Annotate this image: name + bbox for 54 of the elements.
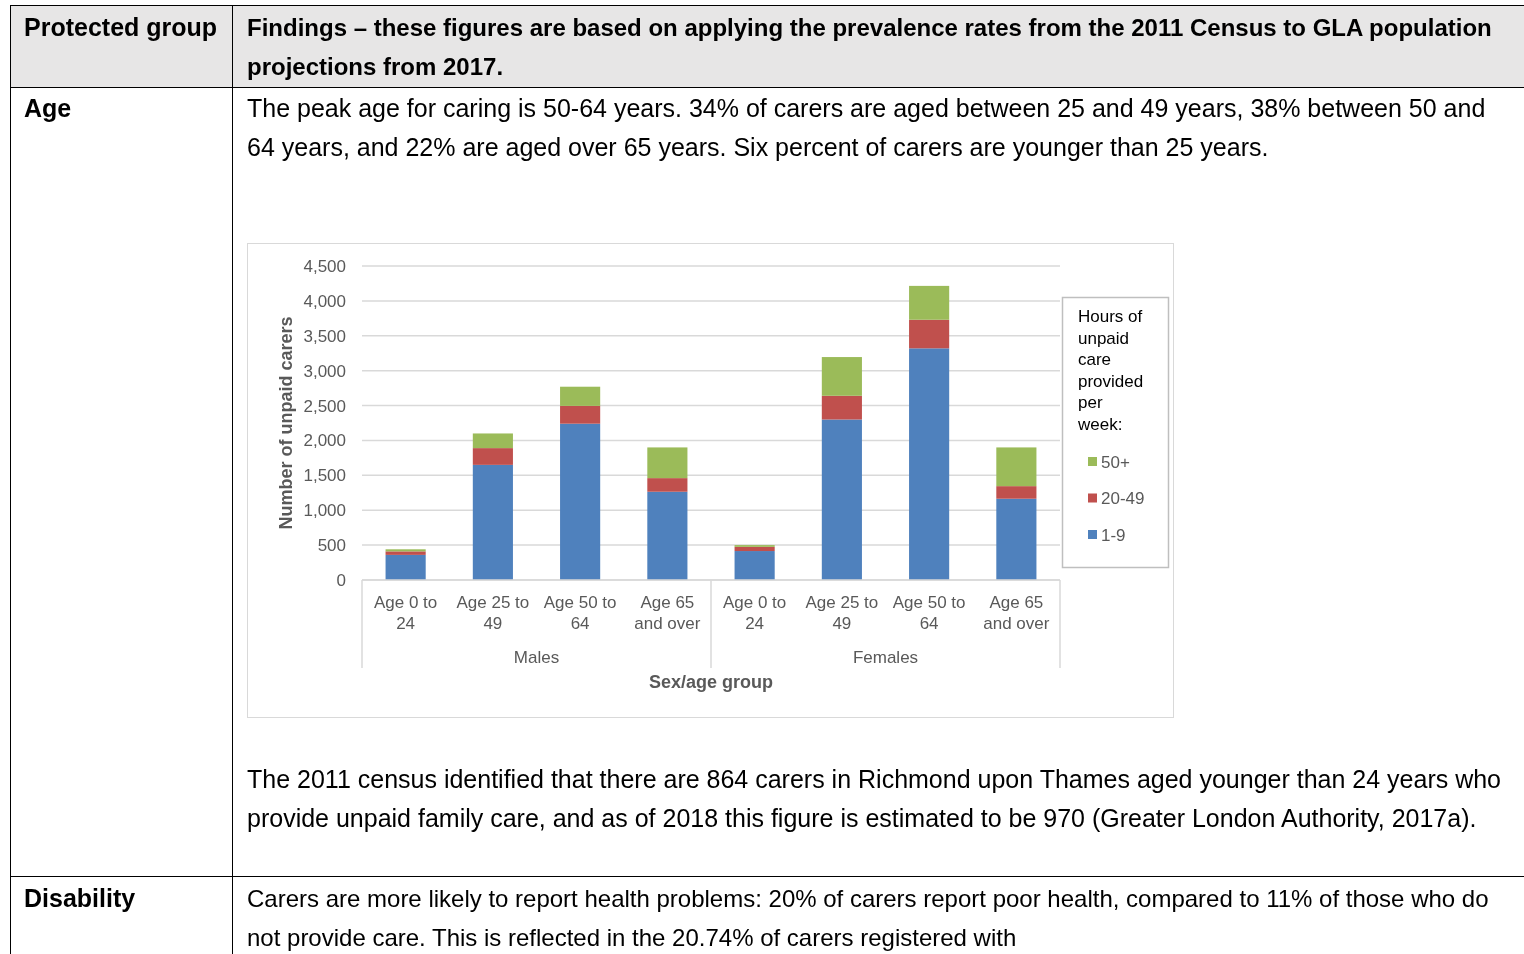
text: The peak age for caring is 50-64 years. 34% of carers are aged between 25 and 49 years, 38% between 50 and 64 years, and 22% are aged over 65 years. Six percent of carers are younger than 25 years. (247, 93, 1487, 163)
y-tick-label: 4,500 (303, 256, 346, 276)
y-tick-label: 1,500 (303, 466, 346, 486)
bar (909, 319, 950, 349)
text: Females (852, 648, 919, 667)
y-tick-label: 0 (336, 570, 346, 590)
text: Disability (24, 883, 137, 914)
bar (472, 448, 513, 465)
bar (385, 554, 426, 580)
bar (821, 419, 862, 580)
text: Males (513, 648, 560, 667)
bar (734, 546, 775, 552)
text: Age (24, 93, 73, 124)
bar (996, 498, 1037, 580)
bar (647, 491, 688, 580)
x-tick-label: Age 50 to 64 (892, 593, 966, 633)
bar (647, 447, 688, 479)
bar (560, 386, 601, 406)
bar (909, 348, 950, 580)
y-tick-label: 3,000 (303, 361, 346, 381)
y-axis-title: Number of unpaid carers (276, 316, 296, 530)
x-tick-label: Age 50 to 64 (543, 593, 617, 633)
x-axis-title: Sex/age group (648, 672, 774, 692)
x-tick-label: Age 25 to 49 (805, 593, 879, 633)
legend-label: 50+ (1101, 452, 1130, 472)
y-tick-label: 2,500 (303, 396, 346, 416)
x-tick-label: Age 65 and over (634, 593, 701, 633)
x-tick-label: Age 0 to 24 (722, 593, 787, 633)
text: Protected group (24, 12, 219, 43)
bar (472, 464, 513, 580)
bar (560, 423, 601, 580)
bar (909, 285, 950, 320)
y-tick-label: 4,000 (303, 291, 346, 311)
legend-label: 1-9 (1101, 525, 1126, 545)
bar (734, 551, 775, 580)
bar (821, 395, 862, 420)
y-tick-label: 1,000 (303, 501, 346, 521)
bar (996, 447, 1037, 487)
x-tick-label: Age 25 to 49 (456, 593, 530, 633)
bar (996, 486, 1037, 499)
x-tick-label: Age 65 and over (983, 593, 1050, 633)
text: Carers are more likely to report health problems: 20% of carers report poor health, compared to 11% of those who do not provide care. This is reflected in the 20.74% of carers registered with (247, 884, 1490, 953)
bar (560, 405, 601, 424)
text: Findings – these figures are based on applying the prevalence rates from the 2011 Census to GLA population projections from 2017. (247, 13, 1493, 82)
legend-label: 20-49 (1101, 489, 1145, 509)
y-tick-label: 3,500 (303, 326, 346, 346)
bar (821, 357, 862, 396)
bar (472, 433, 513, 449)
y-tick-label: 500 (317, 536, 346, 556)
y-tick-label: 2,000 (303, 431, 346, 451)
x-tick-label: Age 0 to 24 (373, 593, 438, 633)
legend-title: Hours of unpaid care provided per week: (1077, 307, 1144, 434)
text: The 2011 census identified that there are 864 carers in Richmond upon Thames aged younger than 24 years who provide unpaid family care, and as of 2018 this figure is estimated to be 970 (Greater London Authority, 2017a). (247, 764, 1503, 834)
bar (647, 478, 688, 492)
